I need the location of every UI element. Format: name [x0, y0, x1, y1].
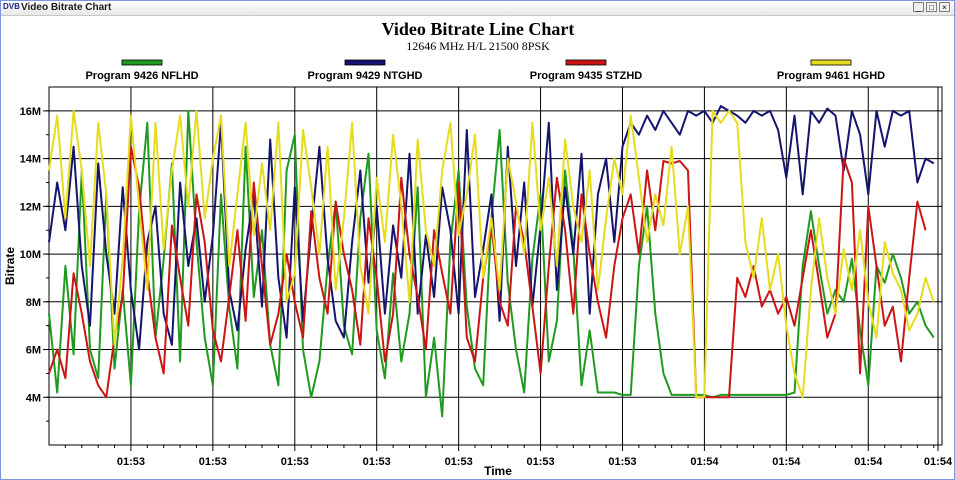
x-tick-label: 01:53 [526, 456, 554, 468]
legend-label: Program 9429 NTGHD [308, 70, 423, 82]
y-tick-label: 6M [26, 345, 41, 357]
x-tick-label: 01:54 [772, 456, 801, 468]
legend-swatch [810, 59, 852, 66]
x-tick-label: 01:54 [924, 456, 953, 468]
x-axis-label: Time [484, 464, 512, 478]
x-tick-label: 01:53 [363, 456, 391, 468]
y-tick-label: 10M [20, 249, 41, 261]
y-tick-label: 16M [20, 106, 41, 118]
window-title: Video Bitrate Chart [21, 2, 112, 13]
y-tick-label: 8M [26, 297, 41, 309]
x-tick-label: 01:54 [854, 456, 883, 468]
title-bar[interactable]: DVB Video Bitrate Chart _ □ × [1, 1, 954, 16]
chart-subtitle: 12646 MHz H/L 21500 8PSK [406, 39, 550, 53]
bitrate-line-chart: Video Bitrate Line Chart 12646 MHz H/L 2… [3, 19, 953, 478]
series-line-2 [48, 105, 935, 351]
maximize-button[interactable]: □ [926, 2, 937, 12]
legend-swatch [565, 59, 607, 66]
x-tick-label: 01:53 [281, 456, 309, 468]
legend-label: Program 9426 NFLHD [85, 70, 198, 82]
close-button[interactable]: × [939, 2, 950, 12]
legend-label: Program 9435 STZHD [530, 70, 643, 82]
y-axis-label: Bitrate [3, 247, 17, 285]
y-tick-label: 12M [20, 201, 41, 213]
dvb-app-icon: DVB [3, 2, 20, 11]
x-tick-label: 01:53 [117, 456, 145, 468]
x-tick-label: 01:54 [690, 456, 719, 468]
x-tick-label: 01:53 [445, 456, 473, 468]
y-tick-label: 4M [26, 392, 41, 404]
series-line-4 [48, 109, 935, 399]
minimize-button[interactable]: _ [913, 2, 924, 12]
legend-swatch [344, 59, 386, 66]
chart-legend: Program 9426 NFLHD Program 9429 NTGHD Prog… [85, 59, 885, 82]
x-tick-label: 01:53 [608, 456, 636, 468]
legend-label: Program 9461 HGHD [777, 70, 885, 82]
x-tick-label: 01:53 [199, 456, 227, 468]
chart-title: Video Bitrate Line Chart [382, 19, 575, 39]
y-axis-ticks: 4M 6M 8M 10M 12M 14M 16M [20, 106, 49, 422]
y-tick-label: 14M [20, 154, 41, 166]
legend-swatch [121, 59, 163, 66]
x-axis-ticks: 01:53 01:53 01:53 01:53 01:53 01:53 01:53 01:54… [64, 445, 953, 468]
series-lines [48, 105, 935, 418]
